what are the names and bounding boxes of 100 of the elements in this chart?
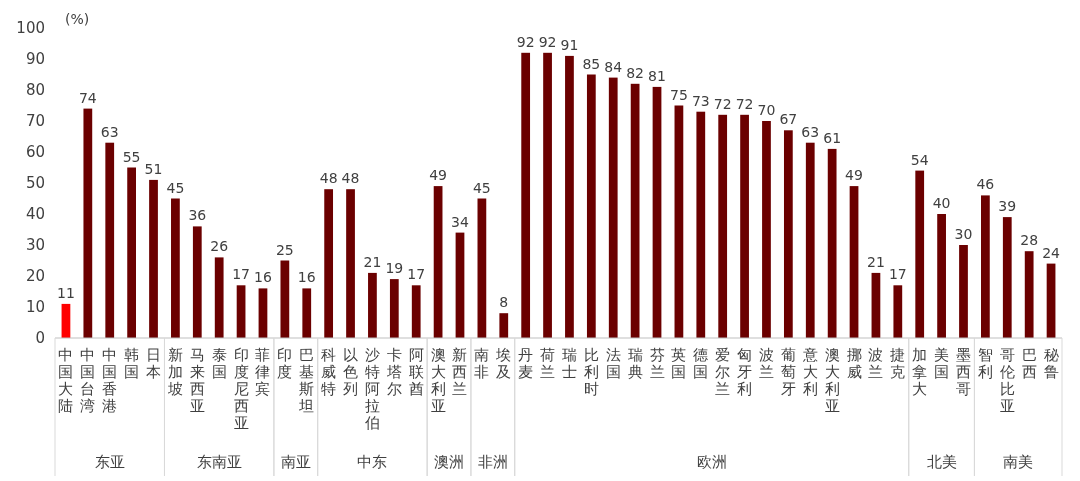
- x-tick-label: 荷兰: [540, 346, 556, 381]
- data-label: 92: [516, 33, 535, 50]
- data-label: 45: [166, 179, 185, 196]
- bar: [411, 285, 421, 338]
- x-tick-label: 匈牙利: [737, 346, 753, 398]
- data-label: 92: [538, 33, 557, 50]
- x-tick-label: 美国: [934, 346, 950, 381]
- bar: [871, 272, 881, 338]
- data-label: 8: [499, 294, 509, 311]
- data-label: 17: [407, 266, 426, 283]
- bar: [783, 130, 793, 338]
- data-label: 55: [122, 148, 141, 165]
- x-tick-label: 阿联酋: [408, 346, 424, 398]
- x-tick-label: 泰国: [211, 346, 227, 381]
- bar: [433, 186, 443, 338]
- bar: [630, 83, 640, 338]
- bar: [937, 214, 946, 338]
- bar: [1046, 263, 1056, 338]
- x-tick-label: 印度: [277, 346, 293, 381]
- y-tick-label: 10: [25, 298, 45, 317]
- bar: [959, 245, 968, 338]
- y-tick-label: 0: [35, 329, 45, 348]
- bar: [586, 74, 596, 338]
- bar: [827, 148, 837, 338]
- bar: [608, 77, 618, 338]
- data-label: 54: [910, 151, 929, 168]
- y-axis-title: (%): [65, 11, 90, 27]
- x-tick-label: 英国: [671, 346, 687, 381]
- x-tick-label: 日本: [146, 346, 162, 381]
- x-tick-label: 加拿大: [912, 346, 928, 398]
- bar: [127, 167, 136, 338]
- bar: [1002, 217, 1012, 338]
- text: 非洲: [477, 453, 508, 471]
- x-tick-label: 新加坡: [166, 346, 183, 398]
- y-tick-label: 70: [25, 112, 45, 131]
- data-label: 72: [735, 95, 754, 112]
- x-tick-label: 中国香港: [102, 346, 118, 415]
- data-label: 24: [1042, 244, 1061, 261]
- data-label: 74: [78, 89, 97, 106]
- x-tick-label: 秘鲁: [1043, 346, 1059, 381]
- text: 南美: [1003, 453, 1034, 471]
- data-label: 73: [691, 92, 710, 109]
- bar: [521, 52, 531, 338]
- data-label: 17: [232, 266, 250, 283]
- text: 澳洲: [434, 453, 465, 471]
- data-label: 67: [779, 111, 798, 128]
- x-tick-label: 以色列: [343, 346, 359, 398]
- bar: [805, 142, 815, 338]
- bar: [389, 279, 399, 338]
- x-tick-label: 波兰: [758, 346, 774, 381]
- x-tick-label: 马来西亚: [189, 346, 205, 415]
- text: 欧洲: [696, 453, 727, 471]
- bar: [280, 260, 290, 338]
- data-label: 19: [385, 260, 404, 277]
- text: 南亚: [280, 453, 311, 471]
- x-tick-label: 瑞典: [627, 346, 643, 381]
- data-label: 51: [144, 160, 163, 177]
- x-tick-label: 比利时: [583, 346, 599, 398]
- y-tick-label: 80: [25, 81, 45, 100]
- x-tick-label: 澳大利亚: [824, 346, 840, 415]
- x-tick-label: 菲律宾: [255, 346, 271, 398]
- y-tick-label: 100: [16, 19, 45, 38]
- bar: [981, 195, 990, 338]
- data-label: 75: [669, 86, 688, 103]
- x-tick-label: 哥伦比亚: [999, 346, 1015, 415]
- data-label: 16: [297, 269, 316, 286]
- bar: [565, 55, 574, 338]
- x-tick-label: 墨西哥: [955, 346, 971, 398]
- bar: [258, 288, 268, 338]
- y-tick-label: 40: [25, 205, 45, 224]
- bar: [718, 114, 728, 338]
- data-label: 34: [451, 213, 469, 230]
- data-label: 30: [954, 226, 973, 242]
- text: 中东: [357, 453, 388, 471]
- x-tick-label: 捷克: [890, 346, 906, 381]
- bar: [214, 257, 224, 338]
- bar: [740, 114, 749, 338]
- bar: [477, 198, 487, 338]
- bar: [696, 111, 706, 338]
- data-label: 49: [845, 167, 863, 184]
- x-tick-label: 丹麦: [518, 346, 534, 381]
- y-tick-label: 30: [25, 236, 45, 255]
- data-label: 16: [254, 269, 272, 286]
- x-tick-label: 葡萄牙: [780, 346, 796, 398]
- bar: [915, 170, 925, 338]
- bar: [893, 285, 903, 338]
- data-label: 28: [1020, 232, 1039, 249]
- data-label: 70: [757, 102, 776, 118]
- x-tick-label: 意大利: [801, 346, 818, 398]
- bar: [105, 142, 115, 338]
- data-label: 49: [429, 167, 448, 184]
- y-tick-label: 90: [25, 50, 45, 69]
- x-tick-label: 印度尼西亚: [233, 346, 249, 432]
- y-tick-label: 60: [25, 143, 45, 162]
- x-tick-label: 中国大陆: [58, 346, 74, 415]
- data-label: 61: [823, 129, 842, 146]
- x-tick-label: 澳大利亚: [430, 346, 446, 415]
- bar: [346, 189, 355, 338]
- data-label: 45: [472, 179, 491, 196]
- x-tick-label: 韩国: [124, 346, 140, 381]
